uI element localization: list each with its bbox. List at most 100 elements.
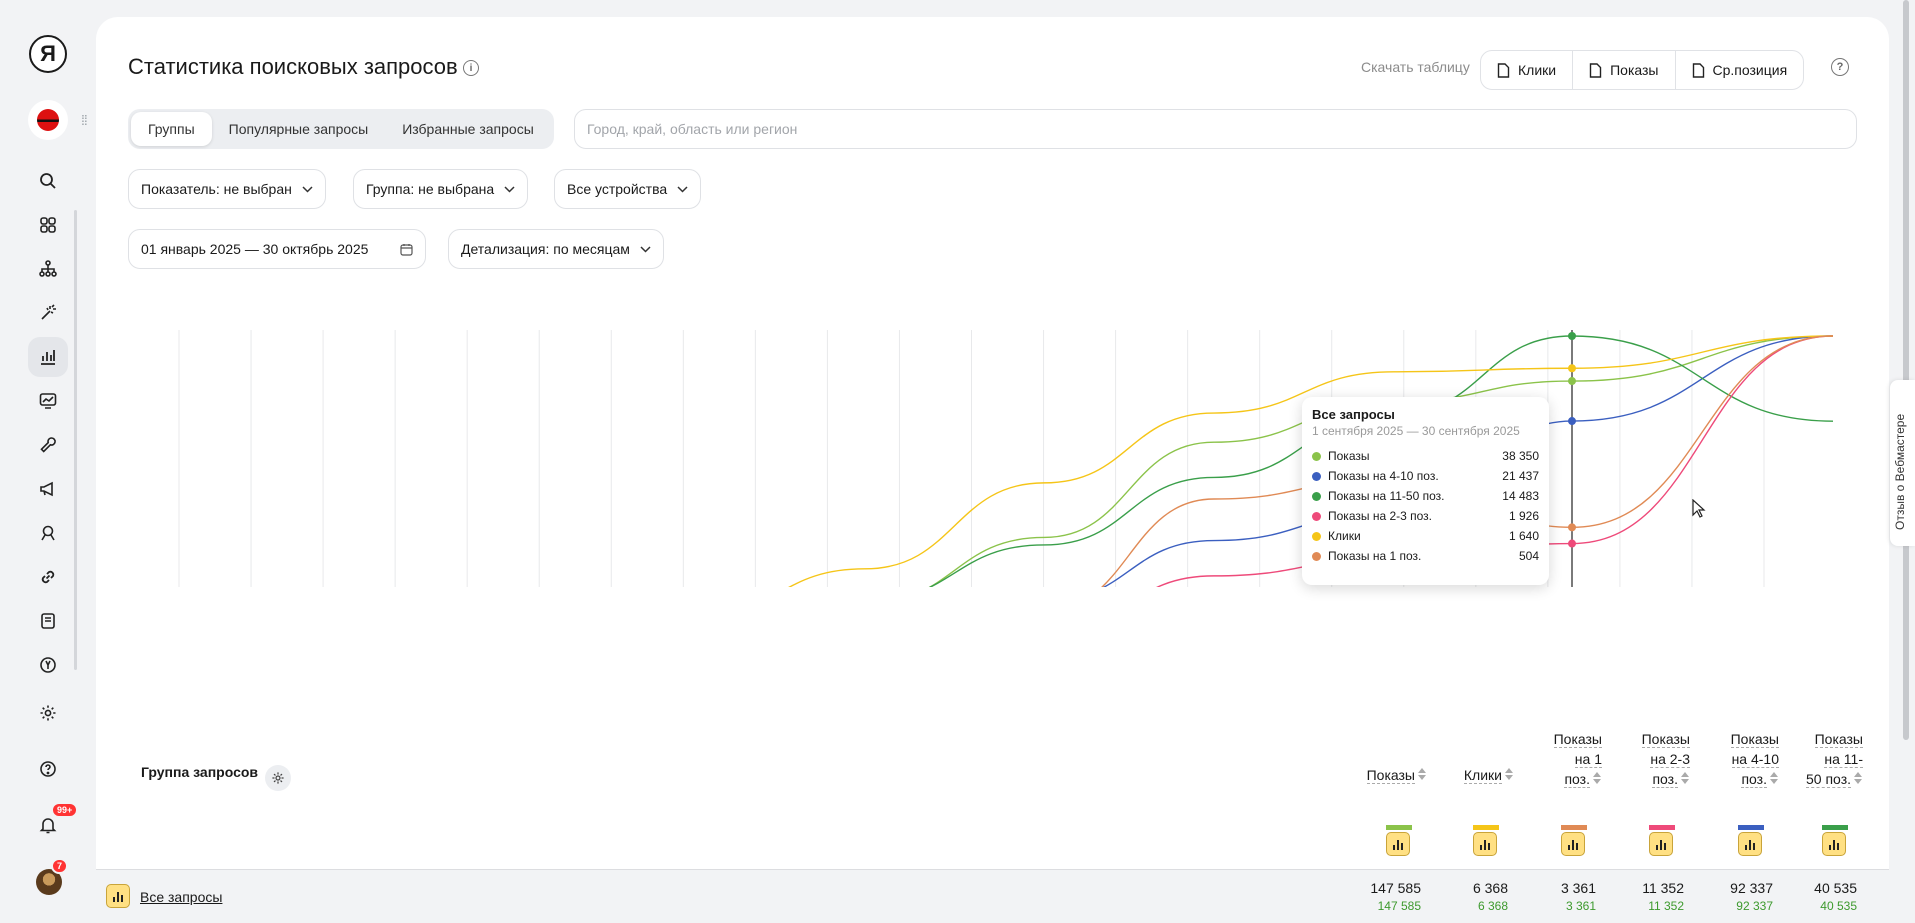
magic-wand-icon[interactable] <box>28 293 68 333</box>
tooltip-row-name: Клики <box>1328 529 1361 543</box>
highlight-point <box>1568 539 1576 548</box>
gear-icon <box>272 772 284 784</box>
link-icon[interactable] <box>28 557 68 597</box>
yandex-services-icon[interactable] <box>28 645 68 685</box>
tooltip-subtitle: 1 сентября 2025 — 30 сентября 2025 <box>1312 424 1520 438</box>
column-chart-toggle[interactable] <box>1386 832 1410 856</box>
table-cell: 92 337 92 337 <box>1730 880 1773 913</box>
tooltip-row-name: Показы на 11-50 поз. <box>1328 489 1445 503</box>
date-range-picker[interactable]: 01 январь 2025 — 30 октябрь 2025 <box>128 229 426 269</box>
download-clicks-button[interactable]: Клики <box>1481 51 1574 89</box>
site-favicon-icon <box>37 109 59 131</box>
column-header-label: Показы <box>1366 767 1415 784</box>
line-chart[interactable]: 1 января13 января25 января6 февраля18 фе… <box>96 247 1889 587</box>
cell-value: 40 535 <box>1814 880 1857 896</box>
series-line <box>928 335 1834 587</box>
dashboard-icon[interactable] <box>28 205 68 245</box>
highlight-point <box>1568 377 1576 386</box>
tab-favorite-queries[interactable]: Избранные запросы <box>402 121 534 137</box>
legend-dot-icon <box>1312 551 1321 561</box>
rail-scrollbar[interactable] <box>74 210 77 670</box>
devices-select-label: Все устройства <box>567 181 668 197</box>
table-cell: 11 352 11 352 <box>1642 880 1684 913</box>
drag-handle-icon[interactable]: ⁞⁞ <box>81 112 88 128</box>
download-impressions-button[interactable]: Показы <box>1573 51 1676 89</box>
tab-groups[interactable]: Группы <box>131 112 212 146</box>
mouse-cursor-icon <box>1692 499 1706 518</box>
cell-subvalue: 3 361 <box>1565 899 1596 913</box>
cell-subvalue: 147 585 <box>1377 899 1421 913</box>
legend-dot-icon <box>1312 511 1321 521</box>
legend-dot-icon <box>1312 451 1321 461</box>
tooltip-row: Показы на 4-10 поз. 21 437 <box>1312 466 1539 486</box>
pin-icon[interactable] <box>28 513 68 553</box>
monitor-icon[interactable] <box>28 381 68 421</box>
column-chart-toggle[interactable] <box>1738 832 1762 856</box>
sort-icon[interactable] <box>1680 770 1690 790</box>
devices-select[interactable]: Все устройства <box>554 169 702 209</box>
column-header[interactable]: Показы на 4-10 поз. <box>1730 729 1779 790</box>
table-cell: 40 535 40 535 <box>1814 880 1857 913</box>
sort-icon[interactable] <box>1769 770 1779 790</box>
sort-icon[interactable] <box>1592 770 1602 790</box>
column-header-label: Показы <box>1730 731 1779 748</box>
site-favicon-button[interactable] <box>28 100 68 140</box>
table-row[interactable]: Все запросы 147 585 147 585 6 368 6 368 3 36… <box>96 869 1889 923</box>
column-header-label: на 4-10 <box>1731 751 1779 768</box>
column-header[interactable]: Показы на 2-3 поз. <box>1641 729 1690 790</box>
group-column-header: Группа запросов <box>141 764 259 780</box>
column-color-swatch <box>1561 825 1587 830</box>
tooltip-row-name: Показы на 4-10 поз. <box>1328 469 1439 483</box>
tooltip-row: Клики 1 640 <box>1312 526 1539 546</box>
sitemap-icon[interactable] <box>28 249 68 289</box>
cell-subvalue: 6 368 <box>1477 899 1508 913</box>
tab-popular-queries[interactable]: Популярные запросы <box>228 121 369 137</box>
detail-select[interactable]: Детализация: по месяцам <box>448 229 664 269</box>
chart-toggle-icon[interactable] <box>106 884 130 908</box>
column-header-label: Показы <box>1814 731 1863 748</box>
sort-icon[interactable] <box>1504 766 1514 786</box>
column-header[interactable]: Клики <box>1463 765 1514 786</box>
legend-dot-icon <box>1312 491 1321 501</box>
settings-icon[interactable] <box>28 693 68 733</box>
book-icon[interactable] <box>28 601 68 641</box>
column-header[interactable]: Показы на 1 поз. <box>1553 729 1602 790</box>
tooltip-row-value: 14 483 <box>1502 489 1539 503</box>
column-header[interactable]: Показы <box>1366 765 1427 786</box>
calendar-icon <box>400 243 413 256</box>
yandex-logo[interactable]: Я <box>29 35 67 73</box>
column-color-swatch <box>1473 825 1499 830</box>
tooltip-row: Показы на 1 поз. 504 <box>1312 546 1539 566</box>
column-header-label: Показы <box>1641 731 1690 748</box>
search-icon[interactable] <box>28 161 68 201</box>
indicator-select-label: Показатель: не выбран <box>141 181 292 197</box>
row-name-link[interactable]: Все запросы <box>140 889 223 905</box>
notifications-bell-icon[interactable] <box>28 805 68 845</box>
table-settings-button[interactable] <box>265 765 291 791</box>
column-chart-toggle[interactable] <box>1561 832 1585 856</box>
column-chart-toggle[interactable] <box>1473 832 1497 856</box>
group-select-label: Группа: не выбрана <box>366 181 495 197</box>
sort-icon[interactable] <box>1417 766 1427 786</box>
download-impressions-label: Показы <box>1610 62 1659 78</box>
column-chart-toggle[interactable] <box>1822 832 1846 856</box>
column-chart-toggle[interactable] <box>1649 832 1673 856</box>
indicator-select[interactable]: Показатель: не выбран <box>128 169 326 209</box>
sort-icon[interactable] <box>1853 770 1863 790</box>
cell-subvalue: 92 337 <box>1736 899 1773 913</box>
region-input[interactable] <box>574 109 1857 149</box>
download-avg-position-button[interactable]: Ср.позиция <box>1676 51 1804 89</box>
tools-icon[interactable] <box>28 425 68 465</box>
help-button[interactable]: ? <box>1831 58 1849 76</box>
group-select[interactable]: Группа: не выбрана <box>353 169 529 209</box>
megaphone-icon[interactable] <box>28 469 68 509</box>
column-header-label: Показы <box>1553 731 1602 748</box>
column-header-label: поз. <box>1741 771 1767 788</box>
column-header[interactable]: Показы на 11- 50 поз. <box>1806 729 1863 790</box>
tooltip-row-name: Показы на 1 поз. <box>1328 549 1422 563</box>
help-icon[interactable] <box>28 749 68 789</box>
statistics-icon[interactable] <box>28 337 68 377</box>
page-scrollbar[interactable] <box>1903 0 1909 740</box>
info-icon[interactable]: i <box>463 60 479 76</box>
feedback-tab[interactable]: Отзыв о Вебмастере <box>1890 380 1915 546</box>
